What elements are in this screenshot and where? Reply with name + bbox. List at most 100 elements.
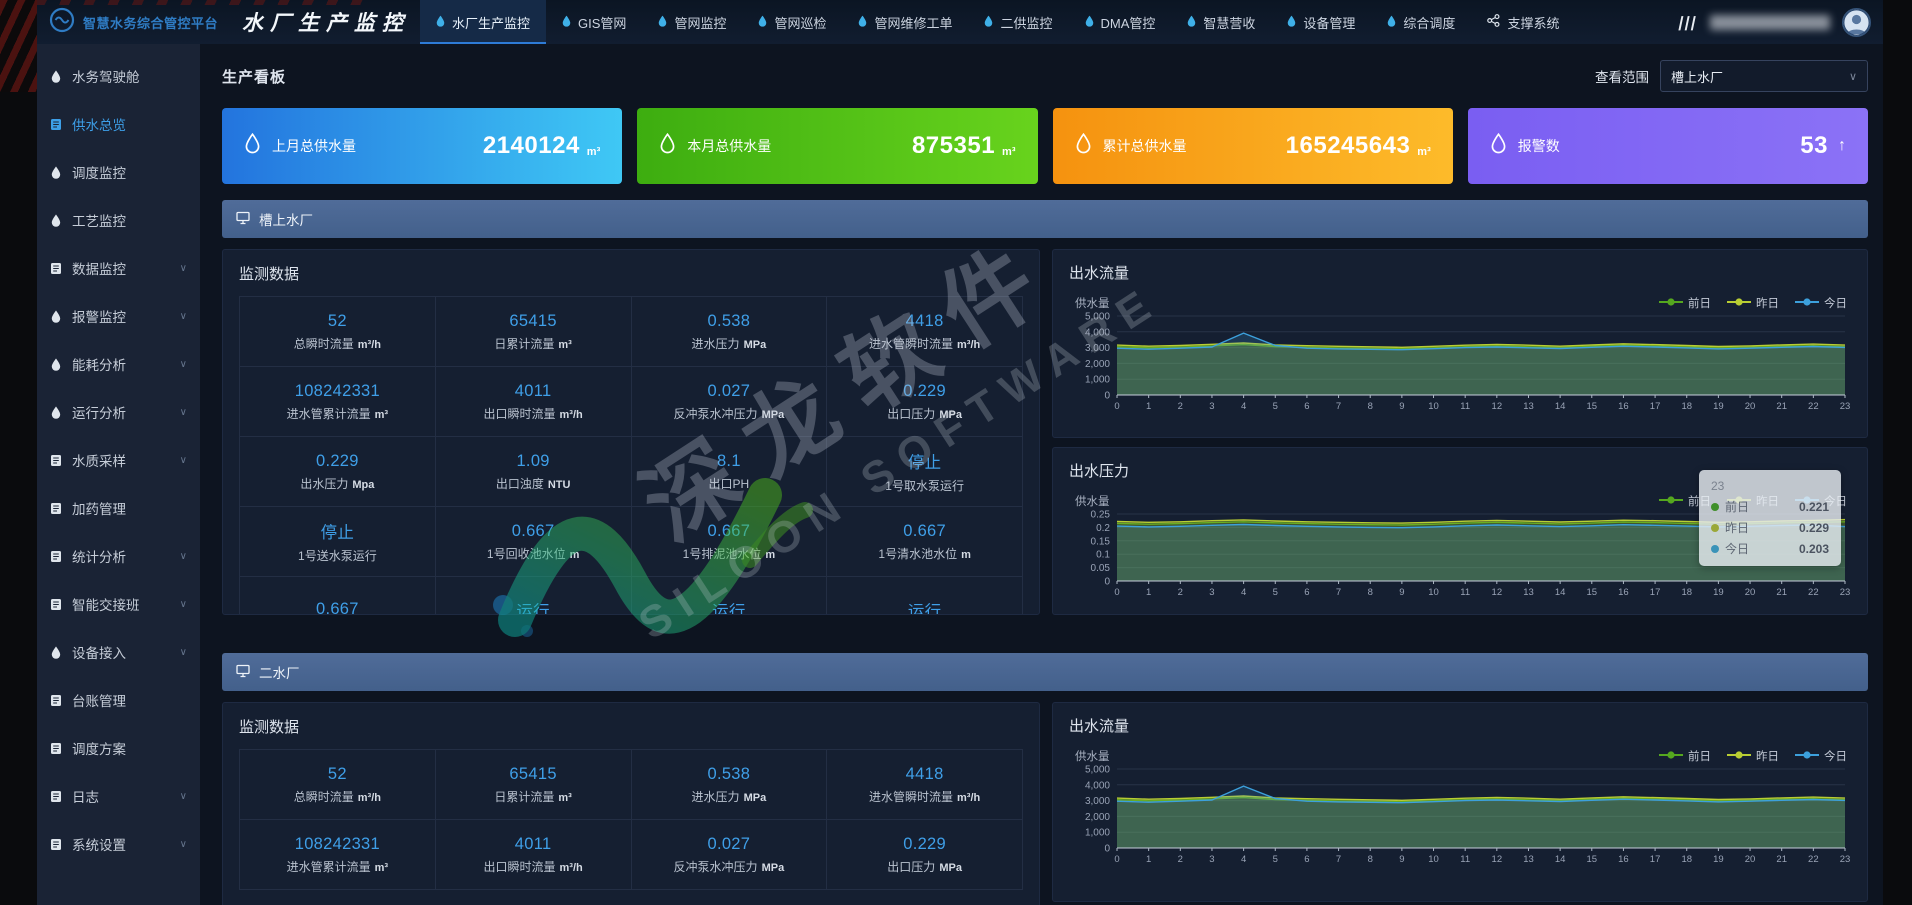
monitor-cell: 4011 出口瞬时流量 m³/h <box>435 820 632 890</box>
sidebar-item-报警监控[interactable]: 报警监控 ∨ <box>37 292 200 340</box>
monitor-cell: 0.027 反冲泵水冲压力 MPa <box>631 367 828 437</box>
monitor-cell: 运行 <box>632 577 828 614</box>
svg-text:16: 16 <box>1618 587 1629 598</box>
sidebar-item-label: 台账管理 <box>72 694 126 709</box>
stat-card-unit: m³ <box>1002 146 1016 158</box>
legend-item-前日[interactable]: 前日 <box>1659 295 1711 311</box>
monitor-label-text: 进水管瞬时流量 <box>869 336 954 351</box>
monitor-label: 出口瞬时流量 m³/h <box>484 405 583 422</box>
y-axis-label: 供水量 <box>1075 751 1110 763</box>
monitor-cell: 108242331 进水管累计流量 m³ <box>240 367 436 437</box>
nav-tab-智慧营收[interactable]: 智慧营收 <box>1171 0 1271 44</box>
sidebar-item-设备接入[interactable]: 设备接入 ∨ <box>37 628 200 676</box>
sidebar-item-日志[interactable]: 日志 ∨ <box>37 772 200 820</box>
nav-tab-label: 水厂生产监控 <box>452 15 531 31</box>
sidebar-item-调度方案[interactable]: 调度方案 <box>37 724 200 772</box>
monitor-label-text: 1号排泥池水位 <box>682 546 762 561</box>
nav-tab-设备管理[interactable]: 设备管理 <box>1271 0 1371 44</box>
sidebar-item-label: 设备接入 <box>72 646 126 661</box>
nav-tab-label: 智慧营收 <box>1203 15 1256 31</box>
legend-item-昨日[interactable]: 昨日 <box>1727 748 1779 764</box>
sidebar-item-调度监控[interactable]: 调度监控 <box>37 148 200 196</box>
svg-text:22: 22 <box>1808 401 1819 412</box>
monitor-cell: 0.667 <box>240 577 436 614</box>
monitor-label: 出口浊度 NTU <box>496 475 571 492</box>
svg-text:16: 16 <box>1618 401 1629 412</box>
svg-text:5: 5 <box>1273 854 1278 865</box>
sidebar-item-系统设置[interactable]: 系统设置 ∨ <box>37 820 200 868</box>
monitor-label: 出口PH <box>709 475 750 492</box>
svg-text:9: 9 <box>1399 587 1404 598</box>
sidebar-item-加药管理[interactable]: 加药管理 <box>37 484 200 532</box>
svg-text:14: 14 <box>1555 854 1566 865</box>
nav-tab-管网巡检[interactable]: 管网巡检 <box>742 0 842 44</box>
section-title: 二水厂 <box>259 666 300 681</box>
water-drop-icon <box>50 166 62 179</box>
svg-text:2: 2 <box>1178 587 1183 598</box>
monitor-cell: 0.667 1号排泥池水位 m <box>631 507 828 577</box>
plant-select[interactable]: 槽上水厂 ∨ <box>1660 60 1868 92</box>
monitor-cell: 0.229 出口压力 MPa <box>827 820 1023 890</box>
sidebar-item-数据监控[interactable]: 数据监控 ∨ <box>37 244 200 292</box>
nav-tab-管网维修工单[interactable]: 管网维修工单 <box>842 0 968 44</box>
tooltip-series-name: 昨日 <box>1725 521 1750 535</box>
svg-text:0: 0 <box>1104 844 1110 855</box>
water-drop-icon <box>1490 132 1507 159</box>
section-title: 槽上水厂 <box>259 213 313 228</box>
sidebar-item-水务驾驶舱[interactable]: 水务驾驶舱 <box>37 52 200 100</box>
nav-tab-管网监控[interactable]: 管网监控 <box>642 0 742 44</box>
monitor-value: 0.229 <box>903 381 947 400</box>
monitor-unit: m³/h <box>957 338 981 351</box>
sidebar-item-工艺监控[interactable]: 工艺监控 <box>37 196 200 244</box>
svg-text:9: 9 <box>1399 401 1404 412</box>
sidebar-item-label: 水务驾驶舱 <box>72 70 140 85</box>
sidebar-item-台账管理[interactable]: 台账管理 <box>37 676 200 724</box>
monitor-unit: m³/h <box>559 408 583 421</box>
sidebar-item-供水总览[interactable]: 供水总览 <box>37 100 200 148</box>
nav-tab-DMA管控[interactable]: DMA管控 <box>1069 0 1172 44</box>
monitor-cell: 停止 1号送水泵运行 <box>240 507 436 577</box>
sidebar-item-label: 报警监控 <box>72 310 126 325</box>
stat-card-累计总供水量: 累计总供水量 165245643 m³ <box>1052 108 1453 184</box>
svg-text:2: 2 <box>1178 854 1183 865</box>
monitor-label: 1号清水池水位 m <box>878 545 970 562</box>
stat-card-value: 875351 <box>911 132 996 159</box>
top-nav-tabs: 水厂生产监控 GIS管网 管网监控 管网巡检 管网维修工单 二供监控 DMA管控 智慧营收 设备… <box>420 0 1575 44</box>
document-icon <box>50 742 62 755</box>
svg-text:1,000: 1,000 <box>1085 375 1110 386</box>
sidebar-item-智能交接班[interactable]: 智能交接班 ∨ <box>37 580 200 628</box>
scope-label: 查看范围 <box>1595 70 1649 85</box>
legend-item-今日[interactable]: 今日 <box>1795 748 1847 764</box>
user-avatar[interactable] <box>1842 7 1871 37</box>
chart-tooltip: 23 前日 0.221 昨日 0.229 今日 0.203 <box>1699 470 1841 566</box>
sidebar-item-水质采样[interactable]: 水质采样 ∨ <box>37 436 200 484</box>
series-dot-icon <box>1711 523 1719 532</box>
nav-tab-支撑系统[interactable]: 支撑系统 <box>1471 0 1575 44</box>
screen-edge-left <box>0 0 37 905</box>
svg-text:19: 19 <box>1713 587 1724 598</box>
screen-icon <box>236 211 250 228</box>
nav-tab-水厂生产监控[interactable]: 水厂生产监控 <box>420 0 547 44</box>
monitor-label: 出水压力 Mpa <box>300 475 374 492</box>
legend-item-前日[interactable]: 前日 <box>1659 748 1711 764</box>
monitor-value: 4011 <box>514 834 552 853</box>
monitor-value: 0.229 <box>903 834 947 853</box>
sidebar-item-label: 工艺监控 <box>72 214 126 229</box>
sidebar-item-统计分析[interactable]: 统计分析 ∨ <box>37 532 200 580</box>
sidebar-item-能耗分析[interactable]: 能耗分析 ∨ <box>37 340 200 388</box>
legend-item-今日[interactable]: 今日 <box>1795 295 1847 311</box>
sidebar-item-运行分析[interactable]: 运行分析 ∨ <box>37 388 200 436</box>
nav-tab-GIS管网[interactable]: GIS管网 <box>546 0 642 44</box>
nav-tab-二供监控[interactable]: 二供监控 <box>968 0 1068 44</box>
document-icon <box>50 262 62 275</box>
legend-mark-icon <box>1659 297 1683 310</box>
monitor-cell: 65415 日累计流量 m³ <box>435 297 632 367</box>
nav-tab-综合调度[interactable]: 综合调度 <box>1371 0 1471 44</box>
water-drop-icon <box>1075 132 1092 159</box>
water-drop-icon <box>858 15 867 30</box>
legend-item-昨日[interactable]: 昨日 <box>1727 295 1779 311</box>
monitor-data-panel: 监测数据 52 总瞬时流量 m³/h 65415 日累计流量 m³ 0.538 进水压力 MPa 4… <box>222 702 1040 905</box>
document-icon <box>50 694 62 707</box>
tooltip-series-value: 0.203 <box>1798 541 1829 556</box>
charts-column: 出水流量 供水量 前日 昨日 今日 5,000 4,000 3,000 2,000 1,000 0 0… <box>1052 249 1868 615</box>
